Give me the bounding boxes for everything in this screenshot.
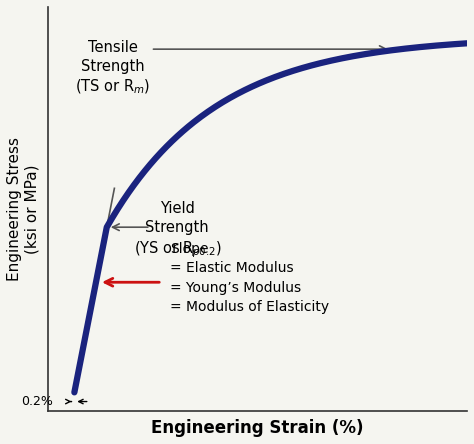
Text: Tensile
Strength
(TS or R$_m$): Tensile Strength (TS or R$_m$) [75,40,150,96]
Text: 0.2%: 0.2% [21,395,54,408]
X-axis label: Engineering Strain (%): Engineering Strain (%) [151,419,364,437]
Text: Slope
= Elastic Modulus
= Young’s Modulus
= Modulus of Elasticity: Slope = Elastic Modulus = Young’s Modulu… [170,242,329,314]
Text: Yield
Strength
(YS or R$_{p0.2}$): Yield Strength (YS or R$_{p0.2}$) [134,202,221,260]
Y-axis label: Engineering Stress
(ksi or MPa): Engineering Stress (ksi or MPa) [7,137,39,281]
